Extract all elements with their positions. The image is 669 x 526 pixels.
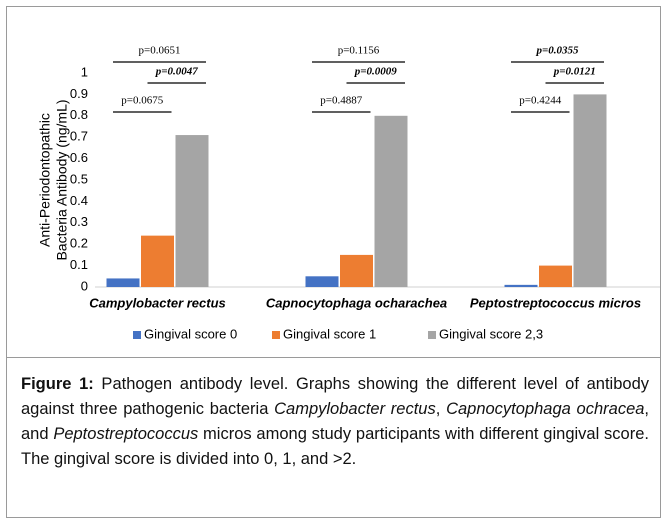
legend-label: Gingival score 1 (283, 326, 376, 341)
p-value: p=0.0355 (535, 45, 579, 57)
bar (305, 276, 339, 287)
caption-text: micros among study participants with dif… (21, 425, 654, 468)
y-tick-label: 0.5 (70, 171, 88, 186)
p-value: p=0.0121 (553, 66, 596, 78)
y-tick-label: 0.1 (70, 257, 88, 272)
legend-swatch (272, 331, 280, 339)
p-value: p=0.0009 (354, 66, 398, 78)
x-tick-label: Campylobacter rectus (89, 295, 226, 310)
legend-label: Gingival score 2,3 (439, 326, 543, 341)
bar (374, 115, 408, 287)
p-value: p=0.4887 (320, 95, 362, 107)
caption-text: Peptostreptococcus (53, 425, 199, 443)
caption-label: Figure 1: (21, 375, 94, 393)
bar (141, 235, 174, 287)
legend-swatch (428, 331, 436, 339)
bar (340, 254, 373, 287)
legend-swatch (133, 331, 141, 339)
p-value: p=0.0651 (139, 45, 181, 57)
y-tick-label: 0.3 (70, 214, 88, 229)
y-axis-label: Anti-Periodontopathic Bacteria Antibody … (37, 99, 70, 260)
figure-frame (6, 6, 661, 518)
caption-text: , (435, 400, 447, 418)
caption-text: Campylobacter rectus (274, 400, 436, 418)
y-tick-label: 0.4 (70, 193, 88, 208)
p-value: p=0.0675 (121, 95, 163, 107)
y-axis-label-line: Anti-Periodontopathic (37, 113, 53, 247)
y-tick-label: 0.9 (70, 86, 88, 101)
y-tick-label: 0.8 (70, 107, 88, 122)
chart-frame (6, 6, 661, 358)
y-tick-label: 0.6 (70, 150, 88, 165)
p-value: p=0.4244 (519, 95, 561, 107)
caption-text: , and (21, 400, 654, 443)
bar (504, 284, 538, 287)
bar (573, 94, 607, 288)
y-axis-label-line: Bacteria Antibody (ng/mL) (54, 99, 70, 260)
y-tick-label: 0 (81, 278, 88, 293)
y-tick-label: 0.7 (70, 129, 88, 144)
chart: Anti-Periodontopathic Bacteria Antibody … (37, 45, 660, 341)
y-tick-label: 1 (81, 64, 88, 79)
caption-text: Pathogen antibody level. Graphs showing … (21, 375, 654, 418)
bar (106, 278, 140, 287)
caption-text: Capnocytophaga ochracea (446, 400, 645, 418)
y-tick-label: 0.2 (70, 236, 88, 251)
legend-label: Gingival score 0 (144, 326, 237, 341)
x-tick-label: Capnocytophaga ocharachea (266, 295, 447, 310)
p-value: p=0.1156 (338, 45, 380, 57)
x-tick-label: Peptostreptococcus micros (470, 295, 641, 310)
p-value: p=0.0047 (155, 66, 199, 78)
caption: Figure 1: Pathogen antibody level. Graph… (21, 372, 649, 472)
bar (539, 265, 572, 287)
bar (175, 135, 209, 287)
